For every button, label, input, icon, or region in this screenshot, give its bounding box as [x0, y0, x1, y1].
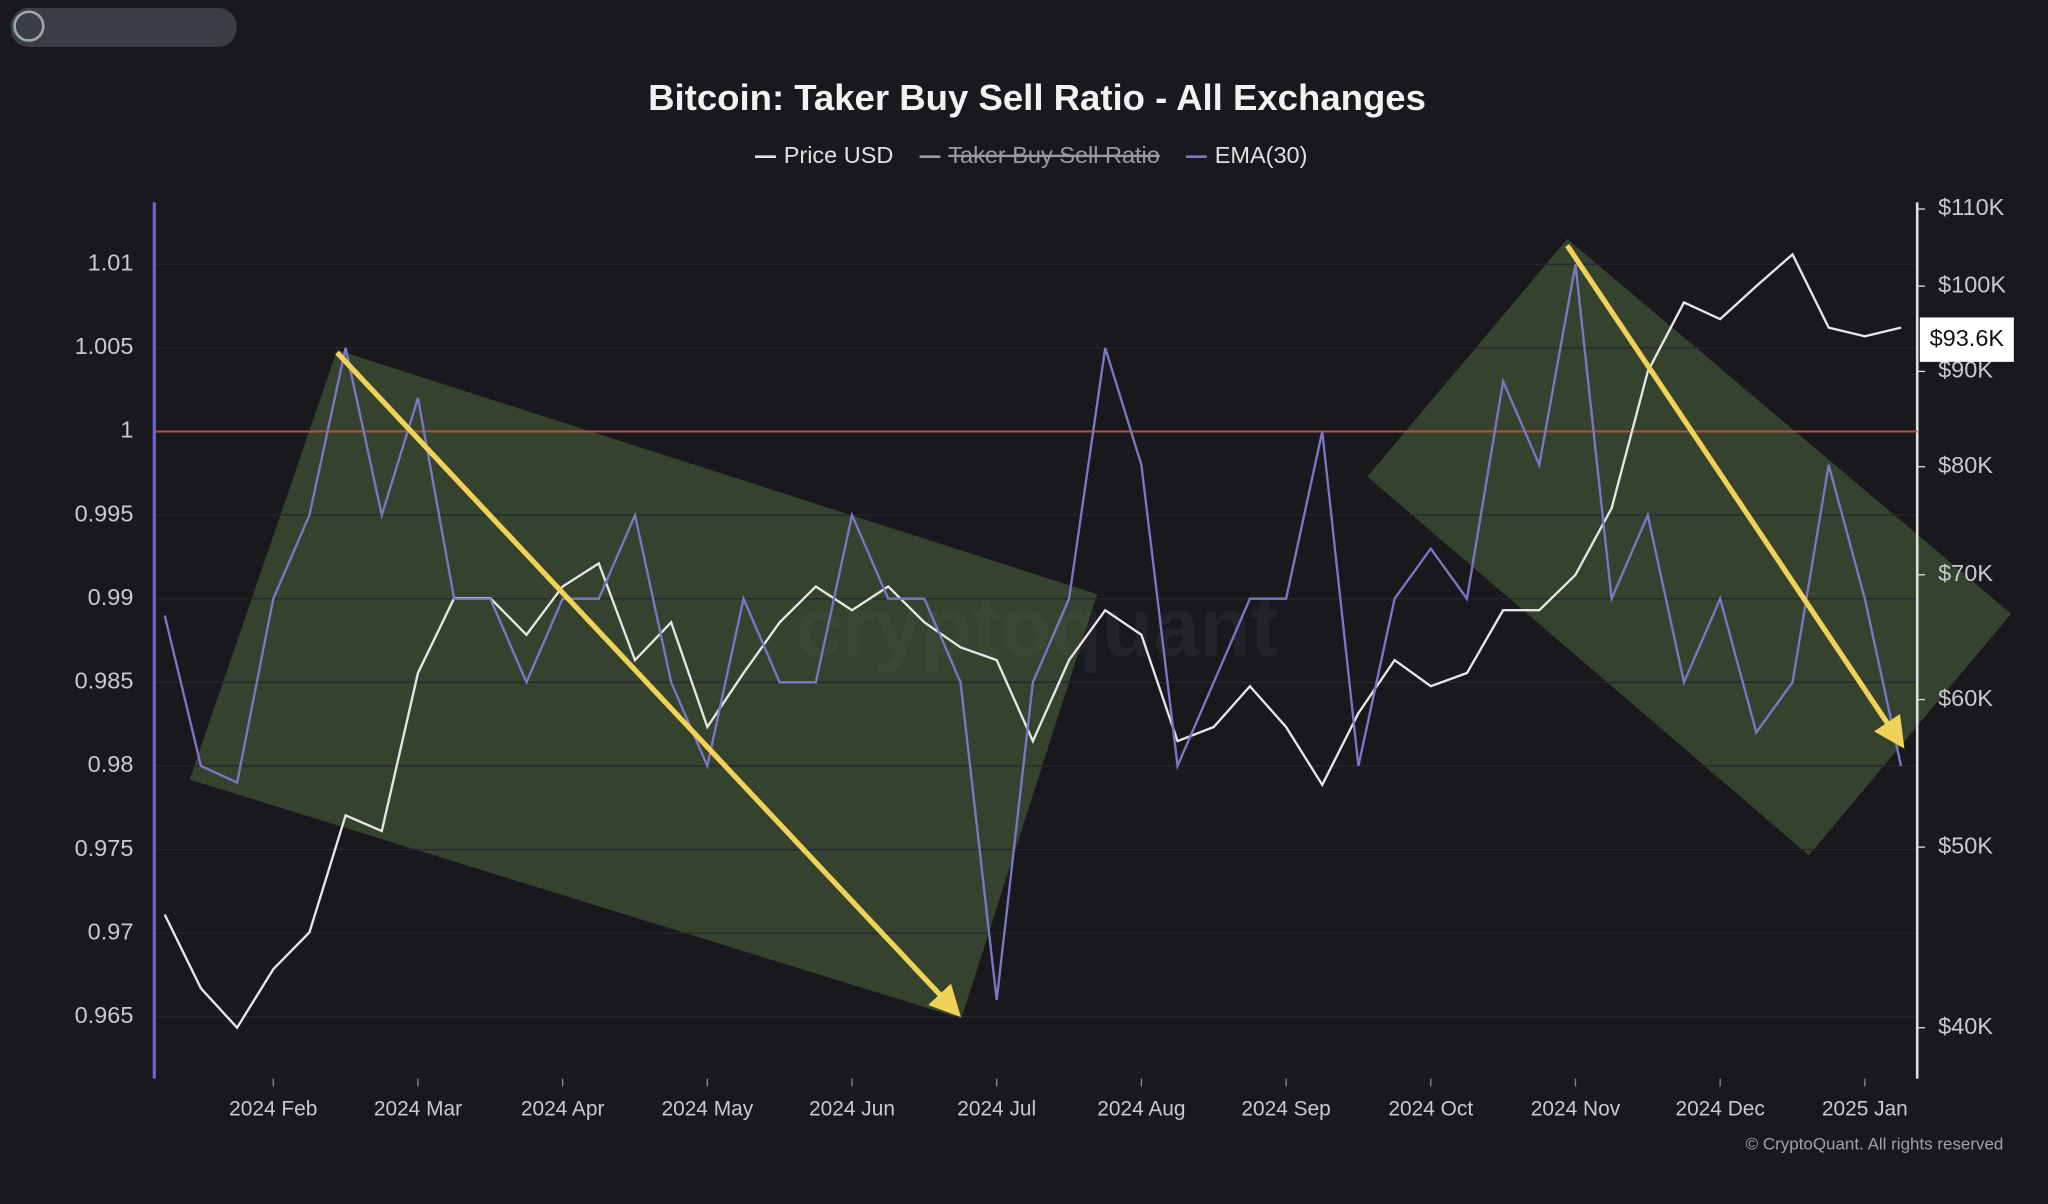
- y-tick-label: 1: [120, 417, 133, 443]
- x-tick-label: 2024 May: [661, 1097, 753, 1120]
- y-tick-label: 0.985: [75, 668, 134, 694]
- x-tick-label: 2024 Oct: [1388, 1097, 1473, 1120]
- y-tick-label: 0.97: [88, 918, 134, 944]
- legend-label: EMA(30): [1215, 142, 1308, 168]
- last-price-label: $93.6K: [1930, 325, 2005, 351]
- x-tick-label: 2025 Jan: [1822, 1097, 1908, 1120]
- series-line: [163, 264, 1903, 1001]
- x-tick-label: 2024 Jul: [957, 1097, 1036, 1120]
- x-tick-label: 2024 Dec: [1675, 1097, 1764, 1120]
- y2-tick-label: $50K: [1938, 832, 1993, 858]
- chart-title: Bitcoin: Taker Buy Sell Ratio - All Exch…: [648, 77, 1426, 118]
- y-tick-label: 0.995: [75, 500, 134, 526]
- legend-label: Taker Buy Sell Ratio: [948, 142, 1160, 168]
- trend-arrow: [1565, 244, 1905, 749]
- legend-label: Price USD: [784, 142, 894, 168]
- x-tick-label: 2024 Feb: [229, 1097, 317, 1120]
- logo-icon: [13, 10, 45, 42]
- channel-shapes: [189, 238, 2012, 1019]
- y2-tick-label: $110K: [1938, 194, 2005, 220]
- y2-tick-label: $60K: [1938, 685, 1993, 711]
- credit: © CryptoQuant. All rights reserved: [1746, 1135, 2004, 1154]
- x-tick-label: 2024 Apr: [521, 1097, 605, 1120]
- y-tick-label: 0.99: [88, 584, 134, 610]
- y2-tick-label: $100K: [1938, 271, 2006, 297]
- x-tick-label: 2024 Mar: [374, 1097, 462, 1120]
- trend-channel: [1367, 238, 2012, 856]
- trend-arrow: [335, 350, 961, 1018]
- y2-tick-label: $40K: [1938, 1013, 1993, 1039]
- y2-tick-label: $70K: [1938, 560, 1993, 586]
- trend-channel: [189, 349, 1098, 1019]
- x-tick-label: 2024 Nov: [1531, 1097, 1621, 1120]
- y-tick-label: 0.965: [75, 1002, 134, 1028]
- y2-tick-label: $80K: [1938, 452, 1993, 478]
- last-price-box: [1919, 317, 2014, 362]
- x-tick-label: 2024 Jun: [809, 1097, 895, 1120]
- y-tick-label: 1.01: [88, 249, 134, 275]
- y-tick-label: 0.98: [88, 751, 134, 777]
- y-tick-label: 0.975: [75, 835, 134, 861]
- logo-badge: [10, 7, 237, 48]
- x-tick-label: 2024 Sep: [1241, 1097, 1330, 1120]
- y-tick-label: 1.005: [75, 333, 134, 359]
- x-tick-label: 2024 Aug: [1097, 1097, 1185, 1120]
